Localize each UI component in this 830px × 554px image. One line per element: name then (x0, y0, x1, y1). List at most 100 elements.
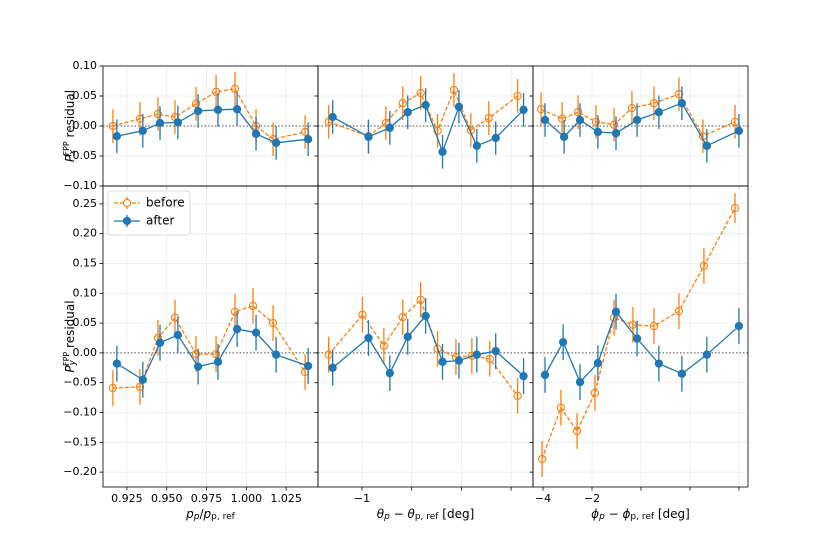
x-tick-label: 0.925 (111, 492, 143, 505)
label-part: FPP (62, 352, 71, 366)
marker (403, 108, 412, 117)
marker (433, 126, 442, 135)
marker (540, 115, 550, 125)
label-part: ϕ (591, 507, 599, 521)
marker (519, 371, 528, 381)
marker (559, 132, 569, 141)
marker (364, 333, 373, 343)
marker (491, 346, 500, 356)
marker (173, 118, 183, 127)
series-line (541, 207, 736, 460)
label-part: y (68, 359, 78, 366)
label-part: P (63, 154, 77, 162)
label-part: p (598, 512, 605, 522)
label-part: [deg] (654, 507, 690, 521)
marker (153, 109, 163, 119)
marker (677, 369, 687, 378)
marker (398, 312, 407, 322)
y-tick-label: 0.00 (73, 346, 98, 359)
marker (230, 84, 240, 93)
marker (609, 120, 619, 129)
label-part: / (200, 507, 205, 521)
y-axis-label: PyFPP residual (62, 300, 78, 372)
marker (575, 377, 585, 387)
label-part: residual (63, 300, 77, 351)
marker (449, 85, 459, 95)
marker (232, 105, 242, 114)
x-tick-label: 1.025 (270, 492, 302, 505)
marker (537, 454, 547, 464)
marker (632, 115, 642, 125)
marker (575, 115, 585, 125)
series-line (540, 93, 736, 138)
marker (416, 88, 425, 98)
marker (556, 403, 566, 412)
label-part: p (185, 507, 194, 521)
marker (108, 383, 118, 393)
y-tick-label: −0.05 (63, 149, 97, 162)
panel-frame (317, 185, 534, 488)
label-part: p (383, 512, 390, 522)
panel-frame (532, 185, 749, 488)
marker (191, 99, 201, 108)
marker (734, 321, 744, 331)
marker (438, 357, 447, 366)
marker (251, 129, 261, 138)
marker (674, 307, 684, 316)
marker (268, 318, 278, 328)
marker (112, 359, 122, 368)
marker (251, 328, 261, 337)
y-tick-label: −0.15 (63, 435, 97, 448)
marker (248, 301, 258, 310)
marker (513, 391, 522, 400)
y-tick-label: −0.10 (63, 179, 97, 192)
marker (271, 138, 281, 147)
marker (303, 361, 313, 371)
legend-label: before (146, 196, 185, 210)
y-tick-label: −0.10 (63, 405, 97, 418)
marker (649, 321, 659, 331)
y-tick-label: 0.00 (73, 119, 98, 132)
marker (193, 106, 203, 116)
x-axis-label: θp − θp, ref [deg] (377, 507, 475, 523)
legend-marker (122, 198, 132, 208)
marker (593, 127, 603, 137)
marker (328, 363, 337, 372)
marker (513, 91, 522, 101)
x-axis-label: ϕp − ϕp, ref [deg] (591, 507, 690, 523)
label-part: p (203, 507, 212, 521)
label-part: x (68, 149, 78, 156)
marker (702, 350, 712, 359)
marker (454, 102, 464, 111)
y-tick-label: −0.05 (63, 376, 97, 389)
y-tick-label: 0.25 (73, 197, 98, 210)
label-part: p, ref (415, 512, 439, 522)
marker (364, 132, 373, 141)
marker (213, 357, 223, 366)
marker (699, 261, 709, 271)
marker (485, 354, 494, 364)
marker (416, 295, 425, 304)
marker (112, 132, 122, 141)
marker (730, 203, 740, 213)
marker (484, 114, 493, 123)
marker (702, 141, 712, 150)
marker (590, 388, 600, 397)
y-tick-label: 0.15 (73, 256, 98, 269)
x-axis-label: pp/pp, ref (185, 507, 235, 523)
series-line (332, 104, 525, 154)
x-tick-label: 0.950 (151, 492, 183, 505)
marker (135, 114, 145, 123)
marker (155, 338, 165, 347)
marker (627, 103, 637, 113)
label-part: p, ref (211, 512, 235, 522)
marker (421, 100, 430, 110)
marker (558, 338, 568, 347)
series-line (112, 305, 306, 389)
marker (674, 90, 684, 99)
label-part: FPP (62, 141, 71, 155)
marker (654, 108, 664, 117)
series-line (116, 328, 309, 381)
marker (191, 349, 201, 359)
marker (303, 135, 313, 144)
